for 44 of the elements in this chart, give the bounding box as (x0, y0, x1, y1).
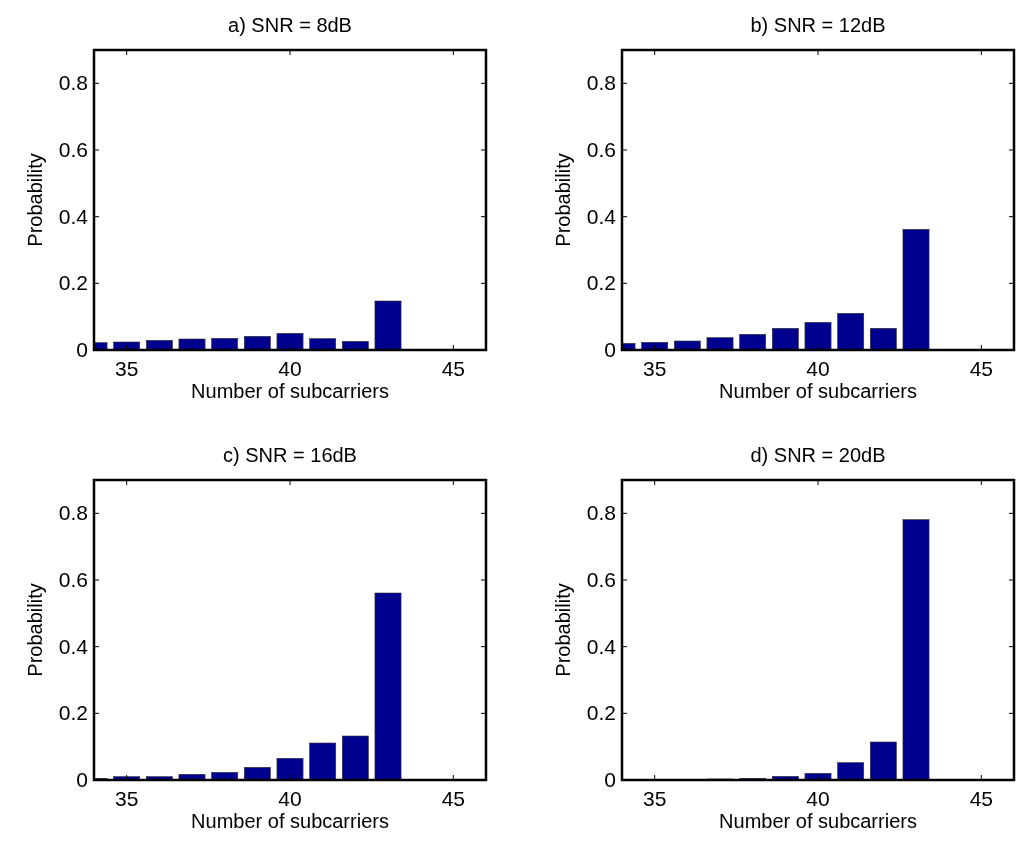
chart-title: c) SNR = 16dB (223, 444, 357, 466)
chart-title: b) SNR = 12dB (750, 14, 886, 36)
x-tick-label: 35 (642, 357, 667, 380)
y-tick-label: 0 (76, 338, 88, 361)
x-tick-label: 45 (441, 787, 466, 810)
x-tick-label: 45 (969, 357, 994, 380)
y-tick-label: 0.2 (586, 701, 616, 725)
y-tick-label: 0.8 (58, 71, 88, 95)
y-tick-label: 0.2 (58, 271, 88, 295)
x-axis-title: Number of subcarriers (719, 380, 917, 402)
x-tick-label: 35 (114, 357, 139, 380)
y-tick-label: 0.4 (58, 634, 89, 658)
y-tick-label: 0.6 (58, 568, 88, 591)
x-tick-label: 40 (806, 787, 830, 810)
y-tick-label: 0.6 (586, 138, 616, 161)
y-axis-title: Probability (24, 153, 46, 247)
y-tick-label: 0.8 (58, 501, 88, 525)
y-axis-title: Probability (552, 153, 574, 247)
y-tick-label: 0.4 (586, 634, 617, 658)
y-tick-label: 0 (604, 768, 616, 791)
y-tick-label: 0.6 (586, 568, 616, 591)
x-axis-title: Number of subcarriers (191, 810, 389, 832)
y-tick-label: 0.4 (586, 204, 617, 228)
chart-title: d) SNR = 20dB (750, 444, 886, 466)
x-tick-label: 40 (806, 357, 830, 380)
y-tick-label: 0.8 (586, 71, 616, 95)
x-tick-label: 40 (278, 787, 302, 810)
x-tick-label: 35 (642, 787, 667, 810)
y-tick-label: 0.2 (58, 701, 88, 725)
x-tick-label: 40 (278, 357, 302, 380)
x-tick-label: 45 (969, 787, 994, 810)
x-axis-title: Number of subcarriers (719, 810, 917, 832)
y-tick-label: 0.6 (58, 138, 88, 161)
y-tick-label: 0.2 (586, 271, 616, 295)
y-axis-title: Probability (552, 583, 574, 677)
y-tick-label: 0 (76, 768, 88, 791)
x-tick-label: 35 (114, 787, 139, 810)
x-tick-label: 45 (441, 357, 466, 380)
y-tick-label: 0.8 (586, 501, 616, 525)
chart-title: a) SNR = 8dB (228, 14, 352, 36)
x-axis-title: Number of subcarriers (191, 380, 389, 402)
y-tick-label: 0 (604, 338, 616, 361)
y-tick-label: 0.4 (58, 204, 89, 228)
y-axis-title: Probability (24, 583, 46, 677)
